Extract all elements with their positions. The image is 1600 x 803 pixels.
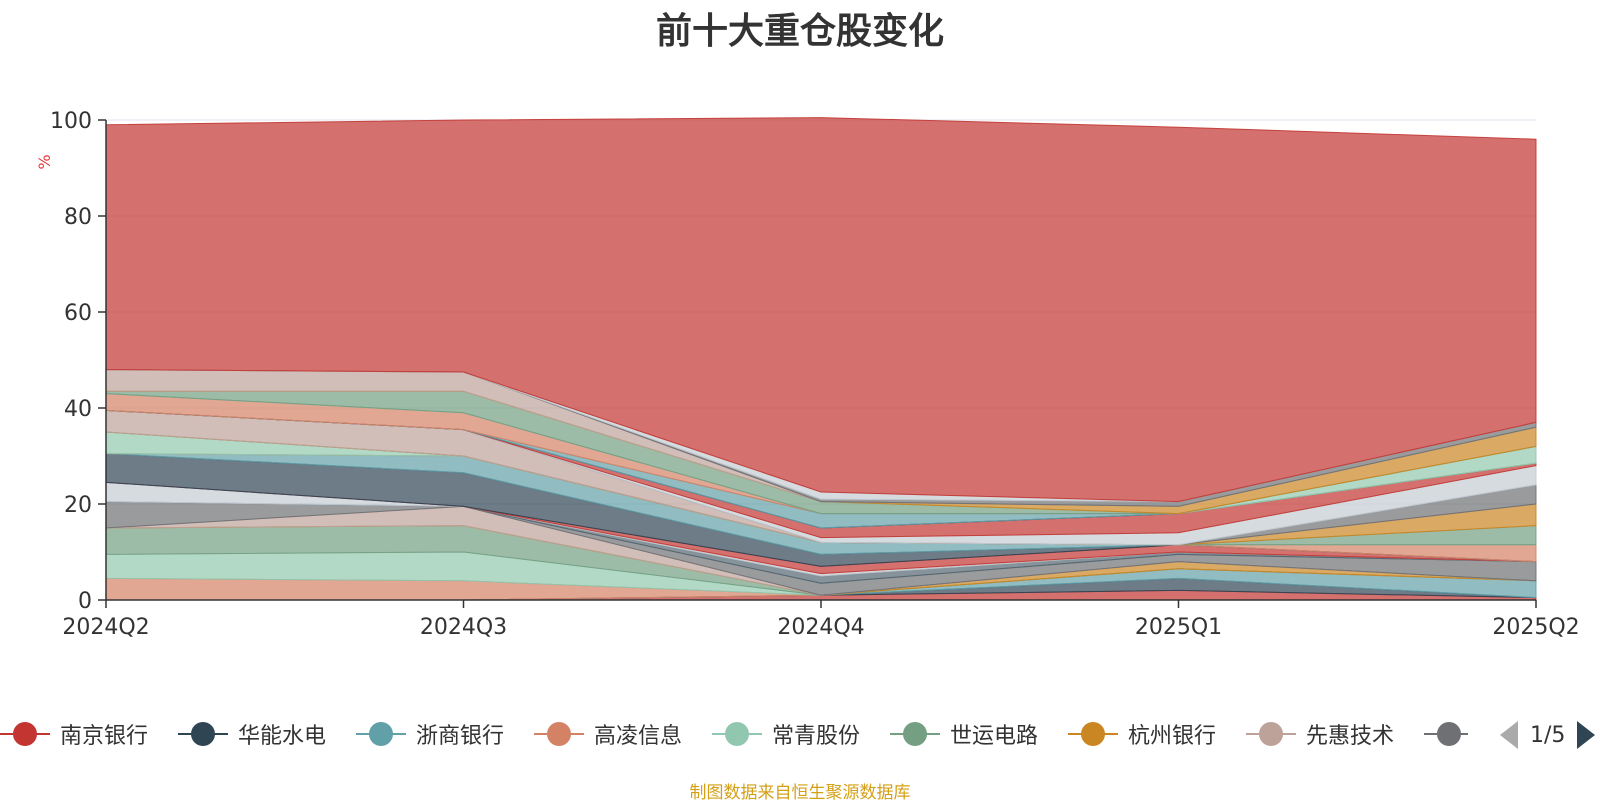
x-tick-label: 2024Q4 — [777, 615, 864, 640]
legend-label: 华能水电 — [238, 724, 327, 749]
stacked-area-chart: 南京银行华能水电浙商银行高凌信息常青股份世运电路杭州银行先惠技术中际旭创苏州银行… — [35, 109, 1580, 640]
x-tick-label: 2024Q3 — [420, 615, 507, 640]
legend-marker-icon — [890, 718, 940, 750]
legend-marker-icon — [1424, 718, 1468, 750]
legend-marker-icon — [1246, 718, 1296, 750]
legend-item[interactable]: 杭州银行 — [1068, 718, 1216, 750]
legend-label: 南京银行 — [60, 724, 149, 749]
legend-label: 杭州银行 — [1128, 724, 1217, 749]
legend: 南京银行 华能水电 浙商银行 高凌信息 常青股份 世运电路 杭州银行 先惠技术 亻 — [0, 718, 1600, 758]
y-tick-label: 0 — [78, 589, 92, 614]
legend-items: 南京银行 华能水电 浙商银行 高凌信息 常青股份 世运电路 杭州银行 先惠技术 亻 — [0, 718, 1468, 758]
legend-item[interactable]: 亻 — [1424, 718, 1468, 750]
legend-marker-icon — [712, 718, 762, 750]
area-series-group: 南京银行华能水电浙商银行高凌信息常青股份世运电路杭州银行先惠技术中际旭创苏州银行… — [105, 117, 1537, 601]
legend-label: 高凌信息 — [594, 724, 683, 749]
y-tick-label: 20 — [64, 493, 92, 518]
data-source-note: 制图数据来自恒生聚源数据库 — [689, 783, 911, 803]
chart-title: 前十大重仓股变化 — [655, 11, 944, 52]
x-tick-label: 2024Q2 — [62, 615, 149, 640]
legend-item[interactable]: 南京银行 — [0, 718, 148, 750]
x-tick-label: 2025Q1 — [1135, 615, 1222, 640]
legend-item[interactable]: 常青股份 — [712, 718, 860, 750]
legend-marker-icon — [534, 718, 584, 750]
legend-pager: 1/5 — [1500, 718, 1596, 752]
x-tick-label: 2025Q2 — [1492, 615, 1579, 640]
legend-label: 世运电路 — [950, 724, 1039, 749]
legend-prev-page-icon[interactable] — [1500, 721, 1518, 749]
y-tick-label: 80 — [64, 205, 92, 230]
area-series-32: 其他 — [105, 117, 1537, 503]
y-axis-label: % — [35, 154, 54, 169]
legend-next-page-icon[interactable] — [1577, 721, 1596, 749]
legend-marker-icon — [0, 718, 50, 750]
legend-label: 浙商银行 — [416, 724, 505, 749]
y-tick-label: 100 — [50, 109, 92, 134]
legend-item[interactable]: 世运电路 — [890, 718, 1038, 750]
legend-item[interactable]: 先惠技术 — [1246, 718, 1394, 750]
legend-marker-icon — [356, 718, 406, 750]
y-tick-label: 40 — [64, 397, 92, 422]
legend-marker-icon — [1068, 718, 1118, 750]
legend-label: 先惠技术 — [1306, 724, 1395, 749]
legend-page-indicator: 1/5 — [1530, 722, 1566, 748]
legend-item[interactable]: 高凌信息 — [534, 718, 682, 750]
legend-label: 常青股份 — [772, 724, 861, 749]
legend-marker-icon — [178, 718, 228, 750]
legend-item[interactable]: 华能水电 — [178, 718, 326, 750]
legend-item[interactable]: 浙商银行 — [356, 718, 504, 750]
y-tick-label: 60 — [64, 301, 92, 326]
